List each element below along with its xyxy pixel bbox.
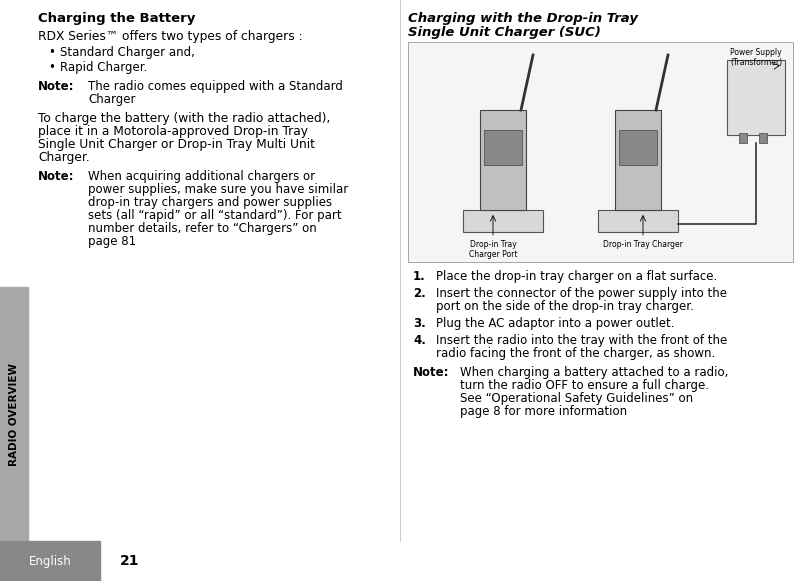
Text: Drop-in Tray Charger: Drop-in Tray Charger	[602, 240, 682, 249]
Text: 4.: 4.	[412, 334, 425, 347]
Text: Note:: Note:	[38, 170, 75, 183]
Text: Note:: Note:	[38, 80, 75, 93]
Bar	[738, 133, 746, 143]
Text: RADIO OVERVIEW: RADIO OVERVIEW	[9, 363, 19, 465]
Text: Power Supply
(Transformer): Power Supply (Transformer)	[729, 48, 781, 67]
Text: 2.: 2.	[412, 287, 425, 300]
Text: Charging the Battery: Charging the Battery	[38, 12, 195, 25]
Text: Charger.: Charger.	[38, 151, 90, 164]
FancyBboxPatch shape	[597, 210, 677, 232]
FancyBboxPatch shape	[614, 110, 660, 210]
Text: 3.: 3.	[412, 317, 425, 330]
Text: port on the side of the drop-in tray charger.: port on the side of the drop-in tray cha…	[435, 300, 693, 313]
Text: English: English	[29, 554, 71, 568]
Bar	[0, 287, 28, 541]
Text: number details, refer to “Chargers” on: number details, refer to “Chargers” on	[88, 222, 316, 235]
Text: •: •	[48, 46, 55, 59]
Text: When acquiring additional chargers or: When acquiring additional chargers or	[88, 170, 314, 183]
Text: Place the drop-in tray charger on a flat surface.: Place the drop-in tray charger on a flat…	[435, 270, 716, 283]
Text: The radio comes equipped with a Standard: The radio comes equipped with a Standard	[88, 80, 342, 93]
Bar	[407, 42, 792, 262]
Text: Plug the AC adaptor into a power outlet.: Plug the AC adaptor into a power outlet.	[435, 317, 674, 330]
Text: Standard Charger and,: Standard Charger and,	[60, 46, 195, 59]
Text: drop-in tray chargers and power supplies: drop-in tray chargers and power supplies	[88, 196, 332, 209]
Text: power supplies, make sure you have similar: power supplies, make sure you have simil…	[88, 183, 348, 196]
Bar	[0, 541, 100, 581]
Text: Rapid Charger.: Rapid Charger.	[60, 61, 148, 74]
Text: Drop-in Tray
Charger Port: Drop-in Tray Charger Port	[468, 240, 516, 259]
Bar	[758, 133, 766, 143]
Bar	[484, 130, 521, 165]
Text: Charger: Charger	[88, 93, 136, 106]
Text: Insert the connector of the power supply into the: Insert the connector of the power supply…	[435, 287, 726, 300]
Text: page 8 for more information: page 8 for more information	[460, 405, 626, 418]
Text: turn the radio OFF to ensure a full charge.: turn the radio OFF to ensure a full char…	[460, 379, 708, 392]
Text: To charge the battery (with the radio attached),: To charge the battery (with the radio at…	[38, 112, 330, 125]
Text: Charging with the Drop-in Tray: Charging with the Drop-in Tray	[407, 12, 638, 25]
Text: Insert the radio into the tray with the front of the: Insert the radio into the tray with the …	[435, 334, 727, 347]
Bar	[618, 130, 656, 165]
Text: •: •	[48, 61, 55, 74]
Text: 1.: 1.	[412, 270, 425, 283]
Text: Single Unit Charger (SUC): Single Unit Charger (SUC)	[407, 26, 600, 39]
Text: RDX Series™ offers two types of chargers :: RDX Series™ offers two types of chargers…	[38, 30, 302, 43]
FancyBboxPatch shape	[480, 110, 525, 210]
FancyBboxPatch shape	[463, 210, 542, 232]
Text: 21: 21	[119, 554, 140, 568]
Text: Single Unit Charger or Drop-in Tray Multi Unit: Single Unit Charger or Drop-in Tray Mult…	[38, 138, 314, 151]
Text: Note:: Note:	[412, 366, 449, 379]
Text: place it in a Motorola-approved Drop-in Tray: place it in a Motorola-approved Drop-in …	[38, 125, 308, 138]
Text: When charging a battery attached to a radio,: When charging a battery attached to a ra…	[460, 366, 727, 379]
Text: See “Operational Safety Guidelines” on: See “Operational Safety Guidelines” on	[460, 392, 692, 405]
Text: sets (all “rapid” or all “standard”). For part: sets (all “rapid” or all “standard”). Fo…	[88, 209, 341, 222]
Text: page 81: page 81	[88, 235, 136, 248]
Text: radio facing the front of the charger, as shown.: radio facing the front of the charger, a…	[435, 347, 715, 360]
FancyBboxPatch shape	[726, 60, 784, 135]
